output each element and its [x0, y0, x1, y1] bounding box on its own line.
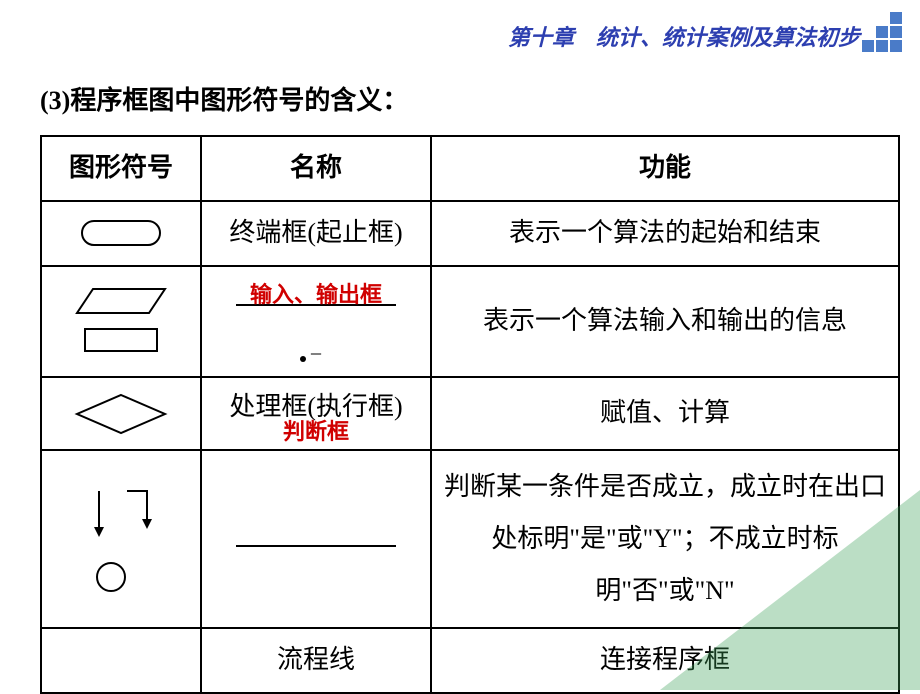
name-terminal: 终端框(起止框) [201, 201, 431, 266]
io-red-label: 输入、输出框 [250, 282, 382, 307]
table-row: 处理框(执行框) 判断框 赋值、计算 [41, 377, 899, 450]
table-row: 终端框(起止框) 表示一个算法的起始和结束 [41, 201, 899, 266]
symbol-flowlines [41, 450, 201, 628]
th-symbol: 图形符号 [41, 136, 201, 201]
io-icon [71, 283, 171, 359]
blank-underline [236, 541, 396, 547]
func-io: 表示一个算法输入和输出的信息 [431, 266, 899, 378]
symbol-io [41, 266, 201, 378]
section-title: (3)程序框图中图形符号的含义： [40, 80, 900, 117]
symbol-terminal [41, 201, 201, 266]
logo-grid-icon [862, 12, 910, 58]
func-process: 赋值、计算 [431, 377, 899, 450]
name-io: 输入、输出框 _ [201, 266, 431, 378]
flowline-icon [71, 479, 171, 599]
th-name: 名称 [201, 136, 431, 201]
decision-icon [71, 389, 171, 439]
table-row: 输入、输出框 _ 表示一个算法输入和输出的信息 [41, 266, 899, 378]
table-header-row: 图形符号 名称 功能 [41, 136, 899, 201]
dot-decor [300, 356, 306, 362]
decorative-triangle [660, 490, 920, 690]
name-process: 处理框(执行框) 判断框 [201, 377, 431, 450]
chapter-title: 第十章 统计、统计案例及算法初步 [508, 25, 860, 50]
th-func: 功能 [431, 136, 899, 201]
func-terminal: 表示一个算法的起始和结束 [431, 201, 899, 266]
chapter-header: 第十章 统计、统计案例及算法初步 [508, 20, 860, 52]
symbol-connector [41, 628, 201, 693]
symbol-decision [41, 377, 201, 450]
name-flowline: 流程线 [201, 628, 431, 693]
decision-red-label: 判断框 [283, 419, 349, 444]
name-decision-blank [201, 450, 431, 628]
terminal-icon [76, 215, 166, 251]
